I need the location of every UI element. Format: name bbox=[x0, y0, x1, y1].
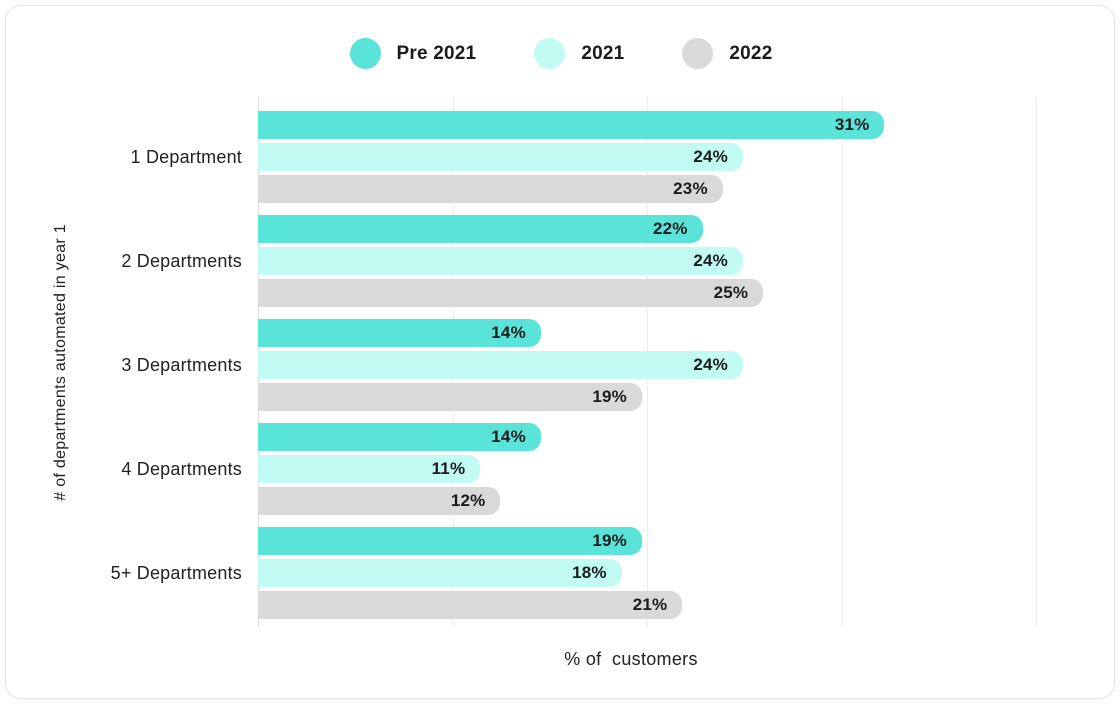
bar-value-label: 31% bbox=[834, 115, 870, 134]
bar-2022: 12% bbox=[258, 487, 501, 515]
bar-value-label: 19% bbox=[592, 531, 627, 550]
x-axis-title: % of customers bbox=[564, 649, 698, 669]
category-label: 2 Departments bbox=[121, 250, 242, 271]
bar-track: 14% bbox=[258, 423, 1036, 451]
legend-label: Pre 2021 bbox=[396, 42, 477, 64]
bar-track: 18% bbox=[258, 559, 1036, 587]
bar-track: 22% bbox=[258, 215, 1036, 243]
legend: Pre 2021 2021 2022 bbox=[32, 38, 1090, 69]
bar-value-label: 18% bbox=[572, 563, 607, 582]
bar-group: 31% 24% 23% bbox=[258, 111, 1036, 203]
category-label: 4 Departments bbox=[121, 458, 242, 479]
gridline bbox=[841, 97, 843, 627]
bar-value-label: 23% bbox=[673, 179, 708, 198]
legend-label: 2021 bbox=[581, 42, 625, 64]
bar-track: 24% bbox=[258, 143, 1036, 171]
bar-track: 14% bbox=[258, 319, 1036, 347]
bar-2021: 24% bbox=[258, 351, 743, 379]
chart-card: Pre 2021 2021 2022 # of departments automa… bbox=[5, 5, 1115, 699]
bar-2022: 23% bbox=[258, 175, 723, 203]
bar-track: 12% bbox=[258, 487, 1036, 515]
bar-value-label: 22% bbox=[652, 219, 688, 238]
legend-item: 2022 bbox=[682, 38, 772, 69]
bar-track: 24% bbox=[258, 247, 1036, 275]
y-axis-title: # of departments automated in year 1 bbox=[52, 223, 69, 501]
legend-dot-icon bbox=[534, 38, 566, 69]
bar-value-label: 24% bbox=[693, 251, 728, 270]
category-label: 1 Department bbox=[130, 146, 242, 167]
chart: # of departments automated in year 1 1 D… bbox=[32, 97, 1090, 627]
legend-label: 2022 bbox=[729, 42, 773, 64]
bar-value-label: 11% bbox=[431, 459, 466, 478]
y-axis-title-column: # of departments automated in year 1 bbox=[32, 97, 90, 627]
category-labels: 1 Department 2 Departments 3 Departments 4 … bbox=[90, 97, 258, 627]
bar-value-label: 25% bbox=[713, 283, 749, 302]
bar-value-label: 24% bbox=[693, 147, 728, 166]
bar-2022: 19% bbox=[258, 383, 642, 411]
bar-track: 19% bbox=[258, 527, 1036, 555]
x-axis-title-row: % of customers bbox=[32, 649, 1090, 670]
category-label: 3 Departments bbox=[121, 354, 242, 375]
bar-pre-2021: 14% bbox=[258, 423, 541, 451]
legend-item: 2021 bbox=[534, 38, 624, 69]
bar-2022: 21% bbox=[258, 591, 683, 619]
bar-pre-2021: 22% bbox=[258, 215, 703, 243]
bar-value-label: 21% bbox=[632, 595, 668, 614]
bar-track: 21% bbox=[258, 591, 1036, 619]
bar-group: 14% 11% 12% bbox=[258, 423, 1036, 515]
bar-2021: 18% bbox=[258, 559, 622, 587]
gridline bbox=[1036, 97, 1037, 627]
bar-value-label: 14% bbox=[491, 427, 526, 446]
bar-group: 19% 18% 21% bbox=[258, 527, 1036, 619]
bar-pre-2021: 14% bbox=[258, 319, 541, 347]
bar-group: 14% 24% 19% bbox=[258, 319, 1036, 411]
bar-value-label: 19% bbox=[592, 387, 627, 406]
legend-dot-icon bbox=[682, 38, 714, 69]
bar-value-label: 12% bbox=[450, 491, 486, 510]
bar-track: 24% bbox=[258, 351, 1036, 379]
bar-value-label: 24% bbox=[693, 355, 728, 374]
bar-2021: 24% bbox=[258, 143, 743, 171]
bar-2021: 11% bbox=[258, 455, 481, 483]
bar-track: 31% bbox=[258, 111, 1036, 139]
bar-2021: 24% bbox=[258, 247, 743, 275]
bar-group: 22% 24% 25% bbox=[258, 215, 1036, 307]
bar-track: 19% bbox=[258, 383, 1036, 411]
bar-pre-2021: 31% bbox=[258, 111, 885, 139]
bar-track: 25% bbox=[258, 279, 1036, 307]
bar-groups: 31% 24% 23% 22% 24% 25% 14% 24% 19% 14% 11% 12% 19% 1… bbox=[258, 111, 1036, 619]
bar-2022: 25% bbox=[258, 279, 764, 307]
category-label: 5+ Departments bbox=[110, 562, 242, 583]
bar-pre-2021: 19% bbox=[258, 527, 642, 555]
bar-track: 11% bbox=[258, 455, 1036, 483]
plot-area: 31% 24% 23% 22% 24% 25% 14% 24% 19% 14% 11% 12% 19% 1… bbox=[258, 97, 1037, 627]
bar-value-label: 14% bbox=[491, 323, 526, 342]
legend-dot-icon bbox=[349, 38, 381, 69]
legend-item: Pre 2021 bbox=[349, 38, 477, 69]
bar-track: 23% bbox=[258, 175, 1036, 203]
